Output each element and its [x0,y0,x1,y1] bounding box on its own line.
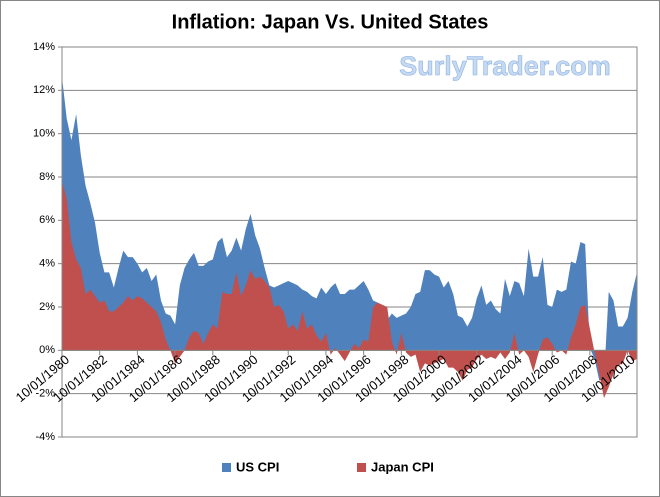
area [62,181,637,398]
y-tick-label: 10% [33,128,55,140]
chart-title: Inflation: Japan Vs. United States [172,11,489,33]
legend-label: Japan CPI [371,459,434,474]
y-tick-label: 6% [39,214,55,226]
area [62,77,637,381]
y-tick-label: 4% [39,258,55,270]
y-tick-label: -4% [35,431,55,443]
legend-swatch [222,463,231,472]
y-tick-label: 12% [33,84,55,96]
plot-border [61,46,638,438]
y-tick-label: 14% [33,41,55,53]
y-tick-label: -2% [35,388,55,400]
watermark: SurlyTrader.com [399,51,611,81]
y-tick-label: 0% [39,344,55,356]
y-tick-label: 2% [39,301,55,313]
y-tick-label: 8% [39,171,55,183]
legend-swatch [357,463,366,472]
legend-label: US CPI [236,459,279,474]
